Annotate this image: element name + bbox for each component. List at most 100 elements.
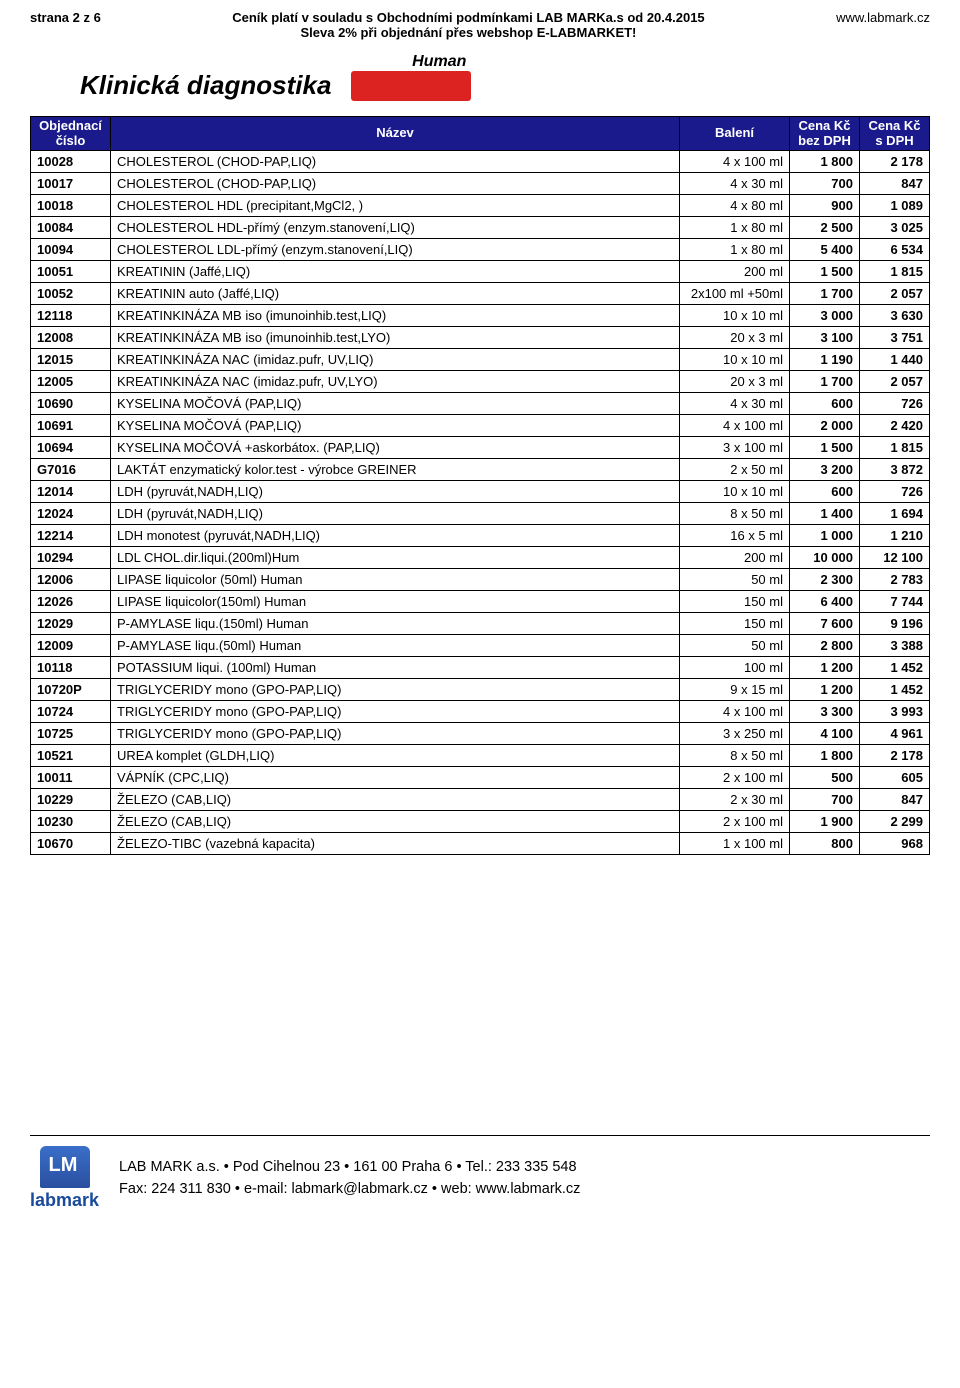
cell-price-vat: 9 196 xyxy=(860,613,930,635)
table-row: 10118POTASSIUM liqui. (100ml) Human100 m… xyxy=(31,657,930,679)
cell-price-vat: 1 694 xyxy=(860,503,930,525)
cell-name: CHOLESTEROL (CHOD-PAP,LIQ) xyxy=(111,151,680,173)
cell-pack: 2 x 50 ml xyxy=(680,459,790,481)
cell-code: 10028 xyxy=(31,151,111,173)
cell-name: KREATINKINÁZA MB iso (imunoinhib.test,LY… xyxy=(111,327,680,349)
cell-code: 12026 xyxy=(31,591,111,613)
cell-pack: 4 x 30 ml xyxy=(680,173,790,195)
cell-pack: 10 x 10 ml xyxy=(680,349,790,371)
table-row: 10018CHOLESTEROL HDL (precipitant,MgCl2,… xyxy=(31,195,930,217)
cell-pack: 16 x 5 ml xyxy=(680,525,790,547)
table-row: 10294LDL CHOL.dir.liqui.(200ml)Hum200 ml… xyxy=(31,547,930,569)
cell-pack: 4 x 100 ml xyxy=(680,701,790,723)
cell-price-novat: 1 800 xyxy=(790,745,860,767)
cell-price-novat: 1 200 xyxy=(790,679,860,701)
cell-price-novat: 4 100 xyxy=(790,723,860,745)
table-body: 10028CHOLESTEROL (CHOD-PAP,LIQ)4 x 100 m… xyxy=(31,151,930,855)
cell-code: 10724 xyxy=(31,701,111,723)
cell-pack: 4 x 100 ml xyxy=(680,415,790,437)
cell-name: TRIGLYCERIDY mono (GPO-PAP,LIQ) xyxy=(111,701,680,723)
cell-pack: 3 x 250 ml xyxy=(680,723,790,745)
cell-price-novat: 2 300 xyxy=(790,569,860,591)
cell-price-vat: 1 089 xyxy=(860,195,930,217)
cell-code: 12014 xyxy=(31,481,111,503)
cell-code: 10725 xyxy=(31,723,111,745)
cell-name: TRIGLYCERIDY mono (GPO-PAP,LIQ) xyxy=(111,723,680,745)
cell-pack: 2 x 30 ml xyxy=(680,789,790,811)
header-title-line2: Sleva 2% při objednání přes webshop E-LA… xyxy=(121,25,816,40)
cell-pack: 8 x 50 ml xyxy=(680,503,790,525)
cell-code: 10720P xyxy=(31,679,111,701)
th-code: Objednací číslo xyxy=(31,117,111,151)
header-url: www.labmark.cz xyxy=(836,10,930,25)
labmark-badge-icon xyxy=(40,1146,90,1188)
table-row: G7016LAKTÁT enzymatický kolor.test - výr… xyxy=(31,459,930,481)
cell-price-vat: 726 xyxy=(860,481,930,503)
cell-price-novat: 800 xyxy=(790,833,860,855)
cell-name: KREATININ auto (Jaffé,LIQ) xyxy=(111,283,680,305)
cell-price-novat: 10 000 xyxy=(790,547,860,569)
cell-price-novat: 3 200 xyxy=(790,459,860,481)
cell-name: CHOLESTEROL (CHOD-PAP,LIQ) xyxy=(111,173,680,195)
cell-price-vat: 3 872 xyxy=(860,459,930,481)
cell-code: 10294 xyxy=(31,547,111,569)
cell-price-vat: 847 xyxy=(860,173,930,195)
cell-name: LIPASE liquicolor (50ml) Human xyxy=(111,569,680,591)
human-logo-bar: Human xyxy=(351,71,471,101)
cell-price-vat: 1 440 xyxy=(860,349,930,371)
table-row: 10011VÁPNÍK (CPC,LIQ)2 x 100 ml500605 xyxy=(31,767,930,789)
cell-price-vat: 3 993 xyxy=(860,701,930,723)
cell-price-novat: 1 500 xyxy=(790,437,860,459)
cell-price-vat: 2 420 xyxy=(860,415,930,437)
table-row: 10725TRIGLYCERIDY mono (GPO-PAP,LIQ)3 x … xyxy=(31,723,930,745)
cell-pack: 8 x 50 ml xyxy=(680,745,790,767)
page-number: strana 2 z 6 xyxy=(30,10,101,25)
cell-price-vat: 968 xyxy=(860,833,930,855)
cell-pack: 20 x 3 ml xyxy=(680,371,790,393)
cell-name: CHOLESTEROL LDL-přímý (enzym.stanovení,L… xyxy=(111,239,680,261)
cell-code: 10690 xyxy=(31,393,111,415)
cell-code: 10017 xyxy=(31,173,111,195)
cell-name: KREATINKINÁZA NAC (imidaz.pufr, UV,LIQ) xyxy=(111,349,680,371)
table-row: 10691KYSELINA MOČOVÁ (PAP,LIQ)4 x 100 ml… xyxy=(31,415,930,437)
cell-pack: 150 ml xyxy=(680,613,790,635)
footer-line2: Fax: 224 311 830 • e-mail: labmark@labma… xyxy=(119,1179,580,1201)
cell-price-vat: 2 178 xyxy=(860,745,930,767)
page: strana 2 z 6 Ceník platí v souladu s Obc… xyxy=(0,0,960,1231)
section-heading-row: Klinická diagnostika Human xyxy=(30,70,930,101)
cell-price-vat: 1 210 xyxy=(860,525,930,547)
table-row: 12015KREATINKINÁZA NAC (imidaz.pufr, UV,… xyxy=(31,349,930,371)
human-logo: Human xyxy=(351,71,471,101)
cell-price-vat: 3 630 xyxy=(860,305,930,327)
cell-pack: 10 x 10 ml xyxy=(680,305,790,327)
cell-name: VÁPNÍK (CPC,LIQ) xyxy=(111,767,680,789)
cell-pack: 4 x 80 ml xyxy=(680,195,790,217)
cell-price-vat: 4 961 xyxy=(860,723,930,745)
cell-pack: 1 x 100 ml xyxy=(680,833,790,855)
cell-price-vat: 6 534 xyxy=(860,239,930,261)
cell-price-novat: 1 800 xyxy=(790,151,860,173)
cell-price-vat: 3 025 xyxy=(860,217,930,239)
table-row: 12008KREATINKINÁZA MB iso (imunoinhib.te… xyxy=(31,327,930,349)
table-row: 12014LDH (pyruvát,NADH,LIQ)10 x 10 ml600… xyxy=(31,481,930,503)
cell-price-novat: 1 000 xyxy=(790,525,860,547)
cell-name: LDH (pyruvát,NADH,LIQ) xyxy=(111,481,680,503)
cell-pack: 100 ml xyxy=(680,657,790,679)
cell-pack: 4 x 100 ml xyxy=(680,151,790,173)
cell-pack: 50 ml xyxy=(680,635,790,657)
cell-pack: 200 ml xyxy=(680,547,790,569)
cell-name: LAKTÁT enzymatický kolor.test - výrobce … xyxy=(111,459,680,481)
cell-pack: 2x100 ml +50ml xyxy=(680,283,790,305)
table-row: 10051KREATININ (Jaffé,LIQ)200 ml1 5001 8… xyxy=(31,261,930,283)
cell-price-novat: 900 xyxy=(790,195,860,217)
cell-name: LIPASE liquicolor(150ml) Human xyxy=(111,591,680,613)
table-row: 12118KREATINKINÁZA MB iso (imunoinhib.te… xyxy=(31,305,930,327)
cell-price-vat: 12 100 xyxy=(860,547,930,569)
cell-price-novat: 2 000 xyxy=(790,415,860,437)
cell-price-novat: 700 xyxy=(790,173,860,195)
cell-price-novat: 6 400 xyxy=(790,591,860,613)
table-row: 12214LDH monotest (pyruvát,NADH,LIQ)16 x… xyxy=(31,525,930,547)
cell-price-novat: 7 600 xyxy=(790,613,860,635)
cell-code: 12214 xyxy=(31,525,111,547)
cell-price-novat: 2 800 xyxy=(790,635,860,657)
